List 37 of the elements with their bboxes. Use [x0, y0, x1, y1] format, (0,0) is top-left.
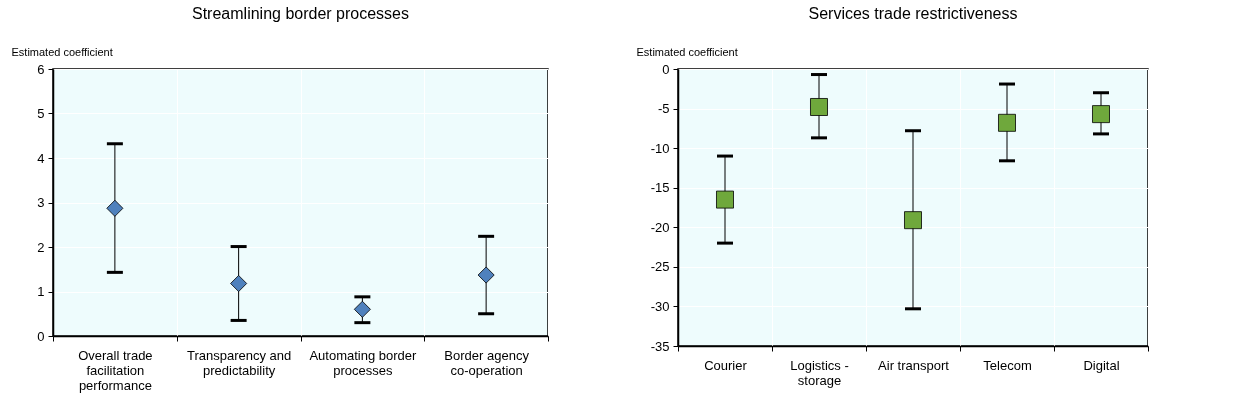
y-tick-label: 1 — [37, 284, 45, 299]
point — [904, 211, 922, 230]
x-tick-label: Border agency co-operation — [444, 347, 530, 378]
chart-title: Streamlining border processes — [192, 5, 409, 22]
point — [716, 190, 734, 209]
x-tick-label: Transparency and predictability — [186, 347, 292, 378]
point — [1092, 105, 1110, 124]
y-tick-label: 2 — [37, 239, 45, 255]
y-tick-label: 5 — [37, 106, 45, 121]
point — [810, 98, 828, 116]
y-tick-label: 6 — [37, 61, 45, 77]
point — [998, 113, 1016, 132]
y-tick-label: 0 — [662, 61, 670, 77]
y-tick-label: 0 — [37, 328, 45, 344]
x-tick-label: Automating border processes — [309, 347, 418, 378]
y-tick-label: 3 — [37, 195, 45, 210]
y-tick-label: -15 — [650, 180, 670, 196]
x-tick-label: Digital — [1083, 357, 1120, 373]
y-tick-label: -35 — [650, 338, 670, 354]
point — [477, 266, 495, 284]
chart-title: Services trade restrictiveness — [808, 5, 1018, 22]
x-tick-label: Overall trade facilitation performance — [78, 347, 153, 393]
x-tick-label: Telecom — [983, 357, 1032, 373]
point — [230, 275, 248, 292]
point — [106, 199, 124, 217]
y-axis-title: Estimated coefficient — [636, 45, 738, 58]
x-tick-label: Courier — [704, 357, 748, 373]
x-tick-label: Logistics - storage — [790, 357, 849, 388]
x-tick-label: Air transport — [878, 357, 950, 373]
point — [353, 300, 371, 318]
y-axis-title: Estimated coefficient — [11, 45, 113, 58]
y-tick-label: -10 — [650, 140, 670, 156]
y-tick-label: -30 — [650, 298, 670, 314]
y-tick-label: -20 — [650, 219, 670, 235]
y-tick-label: -25 — [650, 259, 670, 275]
y-tick-label: 4 — [37, 150, 45, 166]
y-tick-label: -5 — [657, 101, 670, 117]
